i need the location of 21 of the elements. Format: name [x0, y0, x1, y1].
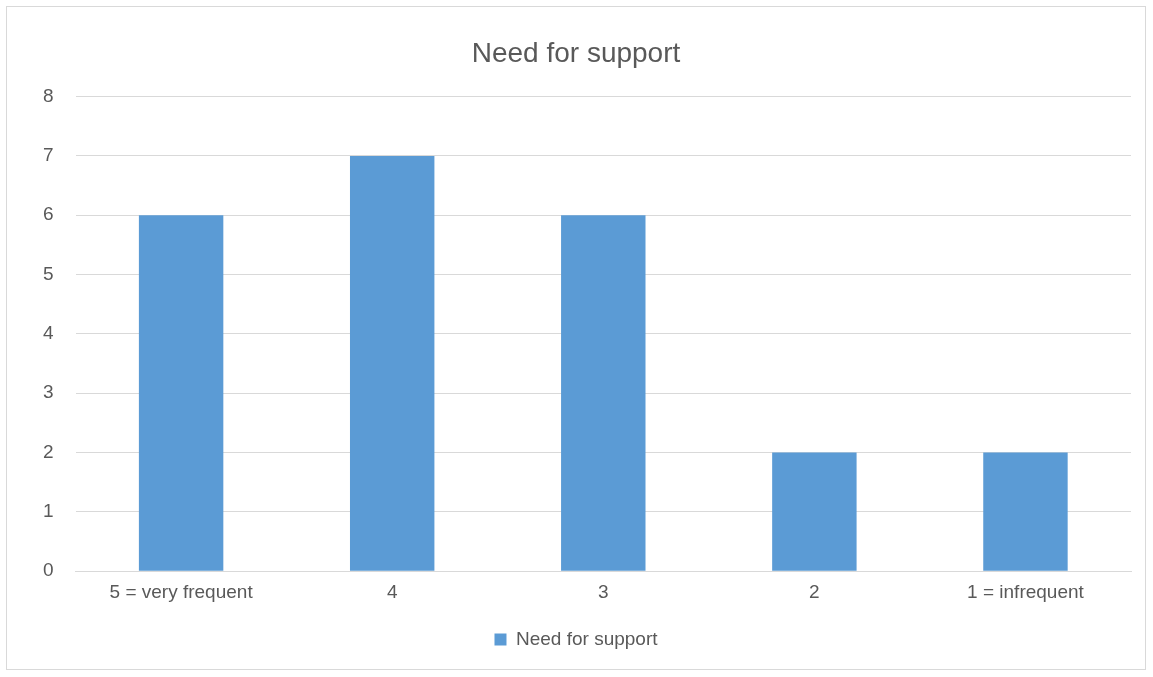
bar — [772, 452, 857, 571]
x-tick-label: 2 — [809, 580, 820, 602]
y-tick-label: 8 — [42, 84, 54, 106]
bar — [983, 452, 1068, 571]
y-tick-label: 5 — [42, 262, 54, 284]
chart-title: Need for support — [471, 36, 681, 68]
bar — [138, 215, 224, 571]
x-tick-label: 1 = infrequent — [967, 580, 1085, 602]
y-tick-label: 2 — [42, 440, 54, 462]
bar — [349, 155, 435, 571]
x-tick-label: 5 = very frequent — [109, 580, 254, 602]
x-tick-label: 4 — [386, 580, 398, 602]
bar — [561, 215, 646, 571]
y-tick-label: 0 — [42, 559, 54, 581]
y-tick-label: 1 — [42, 500, 54, 522]
y-tick-label: 6 — [42, 203, 54, 225]
y-tick-label: 4 — [42, 322, 54, 344]
x-tick-label: 3 — [597, 580, 609, 602]
y-tick-label: 3 — [42, 381, 54, 403]
y-tick-label: 7 — [42, 144, 54, 166]
legend-label: Need for support — [515, 627, 659, 649]
